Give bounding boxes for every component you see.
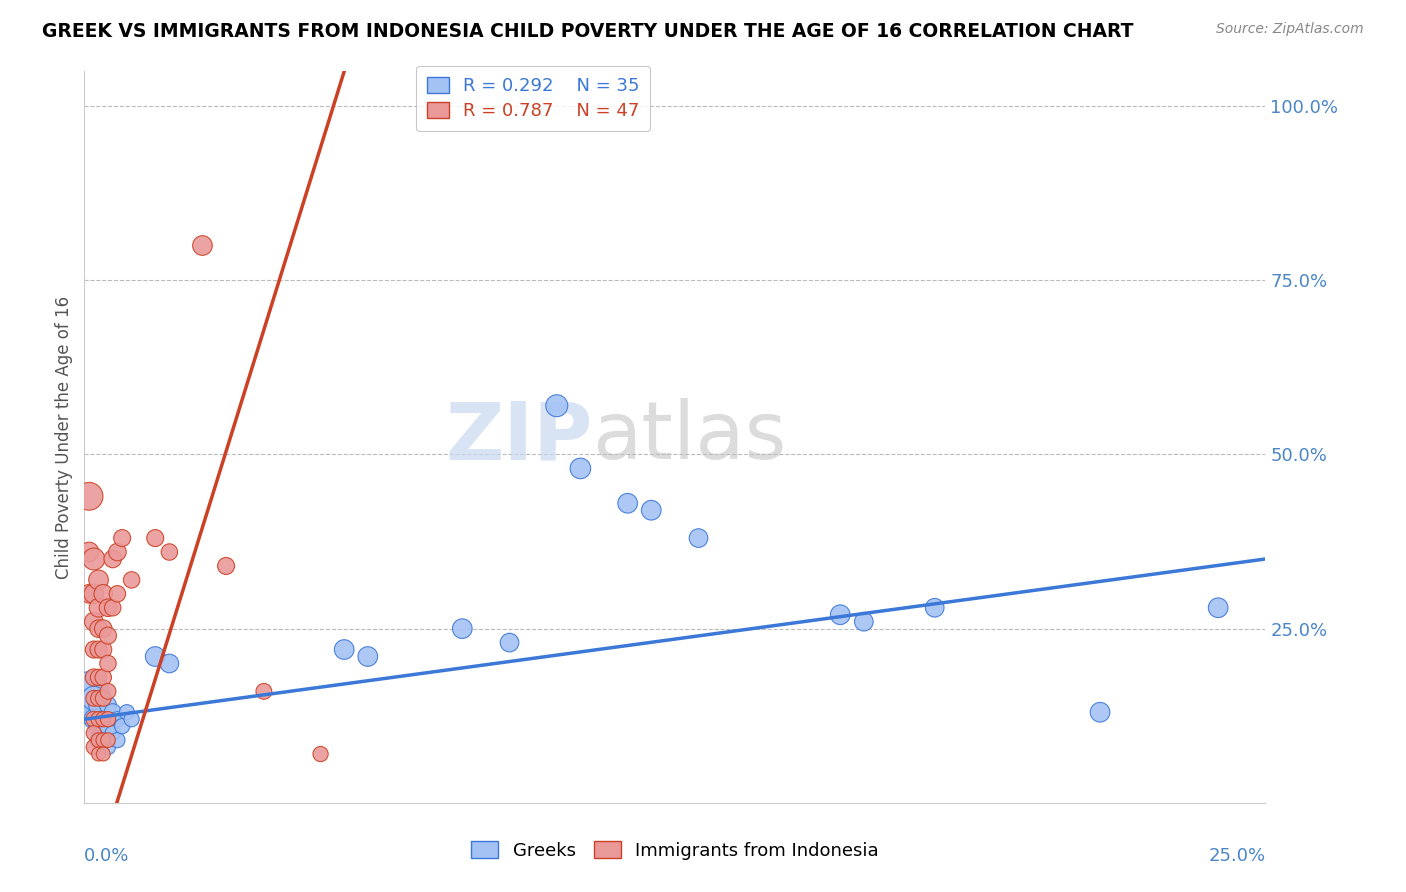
Point bbox=[91, 622, 114, 636]
Point bbox=[87, 642, 110, 657]
Point bbox=[101, 726, 124, 740]
Point bbox=[451, 622, 474, 636]
Point bbox=[77, 545, 100, 559]
Point bbox=[97, 657, 120, 671]
Point bbox=[83, 670, 105, 684]
Point bbox=[83, 552, 105, 566]
Point bbox=[143, 649, 166, 664]
Point bbox=[83, 740, 105, 755]
Text: 25.0%: 25.0% bbox=[1208, 847, 1265, 864]
Point bbox=[87, 719, 110, 733]
Point bbox=[157, 657, 180, 671]
Point bbox=[101, 600, 124, 615]
Point bbox=[157, 545, 180, 559]
Point bbox=[97, 719, 120, 733]
Point bbox=[83, 712, 105, 726]
Text: Source: ZipAtlas.com: Source: ZipAtlas.com bbox=[1216, 22, 1364, 37]
Point bbox=[97, 740, 120, 755]
Point bbox=[91, 733, 114, 747]
Point bbox=[309, 747, 332, 761]
Point bbox=[77, 705, 100, 719]
Point bbox=[87, 747, 110, 761]
Point bbox=[640, 503, 662, 517]
Point bbox=[107, 587, 129, 601]
Point bbox=[107, 733, 129, 747]
Point bbox=[111, 719, 134, 733]
Point bbox=[91, 712, 114, 726]
Point bbox=[87, 733, 110, 747]
Point bbox=[83, 691, 105, 706]
Y-axis label: Child Poverty Under the Age of 16: Child Poverty Under the Age of 16 bbox=[55, 295, 73, 579]
Point bbox=[91, 691, 114, 706]
Point bbox=[121, 573, 143, 587]
Point bbox=[1088, 705, 1111, 719]
Point bbox=[77, 587, 100, 601]
Text: ZIP: ZIP bbox=[444, 398, 592, 476]
Point bbox=[115, 705, 138, 719]
Point bbox=[83, 615, 105, 629]
Point bbox=[215, 558, 238, 573]
Point bbox=[498, 635, 520, 649]
Point bbox=[616, 496, 638, 510]
Point bbox=[87, 698, 110, 713]
Point bbox=[91, 712, 114, 726]
Point bbox=[83, 726, 105, 740]
Text: 0.0%: 0.0% bbox=[84, 847, 129, 864]
Point bbox=[111, 531, 134, 545]
Point bbox=[83, 587, 105, 601]
Point bbox=[191, 238, 214, 252]
Point bbox=[91, 642, 114, 657]
Point bbox=[143, 531, 166, 545]
Point bbox=[107, 545, 129, 559]
Text: GREEK VS IMMIGRANTS FROM INDONESIA CHILD POVERTY UNDER THE AGE OF 16 CORRELATION: GREEK VS IMMIGRANTS FROM INDONESIA CHILD… bbox=[42, 22, 1133, 41]
Text: atlas: atlas bbox=[592, 398, 786, 476]
Point bbox=[97, 733, 120, 747]
Point bbox=[546, 399, 568, 413]
Point bbox=[83, 642, 105, 657]
Point bbox=[830, 607, 852, 622]
Point bbox=[97, 684, 120, 698]
Point bbox=[87, 622, 110, 636]
Point bbox=[91, 726, 114, 740]
Point bbox=[87, 600, 110, 615]
Point bbox=[91, 747, 114, 761]
Point bbox=[1206, 600, 1229, 615]
Point bbox=[91, 670, 114, 684]
Point bbox=[852, 615, 875, 629]
Point bbox=[924, 600, 946, 615]
Point bbox=[97, 600, 120, 615]
Point bbox=[87, 691, 110, 706]
Legend: Greeks, Immigrants from Indonesia: Greeks, Immigrants from Indonesia bbox=[464, 834, 886, 867]
Point bbox=[101, 705, 124, 719]
Point bbox=[253, 684, 276, 698]
Point bbox=[87, 573, 110, 587]
Point bbox=[121, 712, 143, 726]
Point bbox=[77, 684, 100, 698]
Point bbox=[97, 629, 120, 643]
Point bbox=[688, 531, 710, 545]
Point bbox=[87, 733, 110, 747]
Point bbox=[91, 587, 114, 601]
Point bbox=[107, 712, 129, 726]
Point bbox=[333, 642, 356, 657]
Point bbox=[77, 489, 100, 503]
Point bbox=[83, 712, 105, 726]
Point bbox=[97, 712, 120, 726]
Point bbox=[87, 670, 110, 684]
Point bbox=[87, 712, 110, 726]
Point bbox=[569, 461, 592, 475]
Point bbox=[357, 649, 380, 664]
Point bbox=[101, 552, 124, 566]
Point bbox=[83, 691, 105, 706]
Point bbox=[97, 698, 120, 713]
